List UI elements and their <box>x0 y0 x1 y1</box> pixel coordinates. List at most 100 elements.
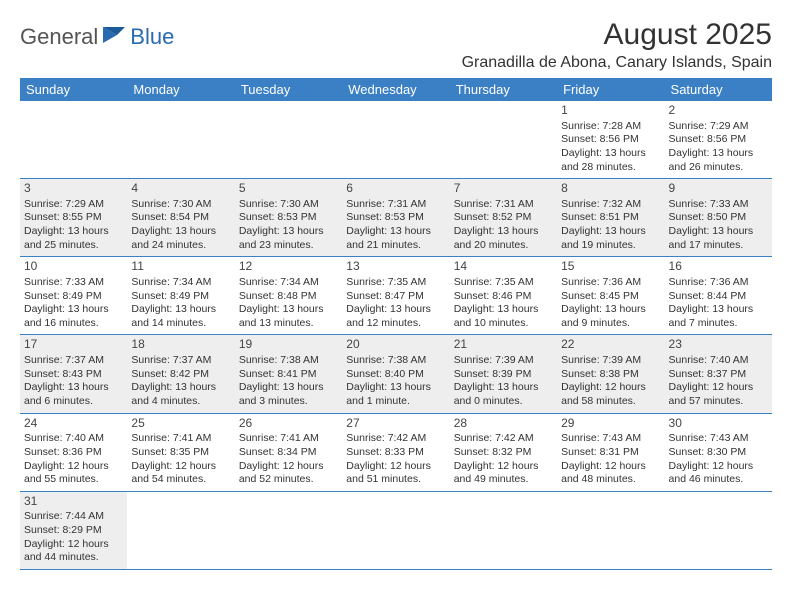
day-info-line: and 24 minutes. <box>131 239 230 253</box>
day-info-line: and 3 minutes. <box>239 395 338 409</box>
calendar-week-row: 17Sunrise: 7:37 AMSunset: 8:43 PMDayligh… <box>20 335 772 413</box>
day-info-line: Sunset: 8:41 PM <box>239 368 338 382</box>
calendar-day-cell <box>450 101 557 179</box>
calendar-day-cell: 6Sunrise: 7:31 AMSunset: 8:53 PMDaylight… <box>342 179 449 257</box>
logo: General Blue <box>20 24 174 50</box>
day-number: 24 <box>24 416 123 432</box>
day-info-line: Daylight: 12 hours <box>561 460 660 474</box>
weekday-header: Thursday <box>450 78 557 101</box>
day-info-line: Sunset: 8:51 PM <box>561 211 660 225</box>
day-info-line: Sunrise: 7:34 AM <box>239 276 338 290</box>
day-info-line: Daylight: 13 hours <box>346 381 445 395</box>
day-info-line: Daylight: 13 hours <box>24 225 123 239</box>
calendar-day-cell <box>665 491 772 569</box>
day-info-line: Sunset: 8:30 PM <box>669 446 768 460</box>
calendar-day-cell: 14Sunrise: 7:35 AMSunset: 8:46 PMDayligh… <box>450 257 557 335</box>
day-info-line: and 25 minutes. <box>24 239 123 253</box>
day-info-line: Sunrise: 7:42 AM <box>454 432 553 446</box>
calendar-day-cell: 31Sunrise: 7:44 AMSunset: 8:29 PMDayligh… <box>20 491 127 569</box>
day-info-line: Sunset: 8:46 PM <box>454 290 553 304</box>
calendar-day-cell: 27Sunrise: 7:42 AMSunset: 8:33 PMDayligh… <box>342 413 449 491</box>
day-number: 13 <box>346 259 445 275</box>
calendar-day-cell: 8Sunrise: 7:32 AMSunset: 8:51 PMDaylight… <box>557 179 664 257</box>
calendar-day-cell: 19Sunrise: 7:38 AMSunset: 8:41 PMDayligh… <box>235 335 342 413</box>
calendar-day-cell <box>557 491 664 569</box>
day-info-line: Sunrise: 7:43 AM <box>669 432 768 446</box>
day-number: 31 <box>24 494 123 510</box>
weekday-header: Monday <box>127 78 234 101</box>
day-info-line: Sunset: 8:44 PM <box>669 290 768 304</box>
day-info-line: Daylight: 13 hours <box>454 303 553 317</box>
calendar-day-cell: 12Sunrise: 7:34 AMSunset: 8:48 PMDayligh… <box>235 257 342 335</box>
day-info-line: Sunset: 8:32 PM <box>454 446 553 460</box>
day-info-line: Sunrise: 7:35 AM <box>454 276 553 290</box>
calendar-day-cell <box>20 101 127 179</box>
day-info-line: and 6 minutes. <box>24 395 123 409</box>
day-info-line: and 58 minutes. <box>561 395 660 409</box>
day-info-line: Daylight: 12 hours <box>669 460 768 474</box>
calendar-day-cell: 4Sunrise: 7:30 AMSunset: 8:54 PMDaylight… <box>127 179 234 257</box>
logo-text-blue: Blue <box>130 24 174 50</box>
day-info-line: Sunset: 8:34 PM <box>239 446 338 460</box>
calendar-week-row: 10Sunrise: 7:33 AMSunset: 8:49 PMDayligh… <box>20 257 772 335</box>
day-info-line: Sunset: 8:38 PM <box>561 368 660 382</box>
day-number: 27 <box>346 416 445 432</box>
logo-text-general: General <box>20 24 98 50</box>
day-info-line: and 1 minute. <box>346 395 445 409</box>
day-info-line: and 44 minutes. <box>24 551 123 565</box>
weekday-header: Wednesday <box>342 78 449 101</box>
day-number: 17 <box>24 337 123 353</box>
day-info-line: Sunrise: 7:37 AM <box>24 354 123 368</box>
day-info-line: and 21 minutes. <box>346 239 445 253</box>
day-info-line: Daylight: 12 hours <box>131 460 230 474</box>
weekday-header: Sunday <box>20 78 127 101</box>
calendar-week-row: 3Sunrise: 7:29 AMSunset: 8:55 PMDaylight… <box>20 179 772 257</box>
day-info-line: Sunset: 8:52 PM <box>454 211 553 225</box>
day-info-line: and 26 minutes. <box>669 161 768 175</box>
day-info-line: Sunset: 8:48 PM <box>239 290 338 304</box>
day-info-line: Sunset: 8:49 PM <box>131 290 230 304</box>
day-number: 5 <box>239 181 338 197</box>
calendar-day-cell: 20Sunrise: 7:38 AMSunset: 8:40 PMDayligh… <box>342 335 449 413</box>
day-info-line: Sunset: 8:45 PM <box>561 290 660 304</box>
day-info-line: Daylight: 13 hours <box>131 303 230 317</box>
day-info-line: Sunrise: 7:36 AM <box>561 276 660 290</box>
calendar-day-cell: 7Sunrise: 7:31 AMSunset: 8:52 PMDaylight… <box>450 179 557 257</box>
day-info-line: Sunset: 8:36 PM <box>24 446 123 460</box>
day-info-line: Daylight: 13 hours <box>669 303 768 317</box>
day-info-line: Daylight: 13 hours <box>24 381 123 395</box>
calendar-day-cell: 1Sunrise: 7:28 AMSunset: 8:56 PMDaylight… <box>557 101 664 179</box>
day-number: 25 <box>131 416 230 432</box>
day-info-line: Daylight: 13 hours <box>24 303 123 317</box>
day-info-line: Daylight: 12 hours <box>24 538 123 552</box>
day-info-line: Daylight: 13 hours <box>669 147 768 161</box>
day-info-line: Sunset: 8:31 PM <box>561 446 660 460</box>
day-info-line: Sunset: 8:43 PM <box>24 368 123 382</box>
calendar-day-cell: 17Sunrise: 7:37 AMSunset: 8:43 PMDayligh… <box>20 335 127 413</box>
day-info-line: Sunset: 8:53 PM <box>239 211 338 225</box>
day-info-line: Sunset: 8:29 PM <box>24 524 123 538</box>
day-number: 6 <box>346 181 445 197</box>
day-number: 22 <box>561 337 660 353</box>
day-info-line: Sunset: 8:39 PM <box>454 368 553 382</box>
day-number: 29 <box>561 416 660 432</box>
day-info-line: and 51 minutes. <box>346 473 445 487</box>
day-info-line: and 54 minutes. <box>131 473 230 487</box>
calendar-day-cell: 25Sunrise: 7:41 AMSunset: 8:35 PMDayligh… <box>127 413 234 491</box>
calendar-day-cell: 15Sunrise: 7:36 AMSunset: 8:45 PMDayligh… <box>557 257 664 335</box>
day-info-line: Daylight: 13 hours <box>239 381 338 395</box>
calendar-day-cell: 16Sunrise: 7:36 AMSunset: 8:44 PMDayligh… <box>665 257 772 335</box>
calendar-day-cell: 24Sunrise: 7:40 AMSunset: 8:36 PMDayligh… <box>20 413 127 491</box>
title-block: August 2025 Granadilla de Abona, Canary … <box>462 18 772 72</box>
calendar-day-cell: 13Sunrise: 7:35 AMSunset: 8:47 PMDayligh… <box>342 257 449 335</box>
weekday-header: Tuesday <box>235 78 342 101</box>
page-title: August 2025 <box>462 18 772 52</box>
day-number: 28 <box>454 416 553 432</box>
day-info-line: Sunrise: 7:39 AM <box>454 354 553 368</box>
day-info-line: Sunrise: 7:34 AM <box>131 276 230 290</box>
day-info-line: and 19 minutes. <box>561 239 660 253</box>
day-info-line: Daylight: 13 hours <box>669 225 768 239</box>
day-info-line: and 55 minutes. <box>24 473 123 487</box>
day-info-line: Sunrise: 7:41 AM <box>239 432 338 446</box>
day-info-line: Daylight: 13 hours <box>239 303 338 317</box>
